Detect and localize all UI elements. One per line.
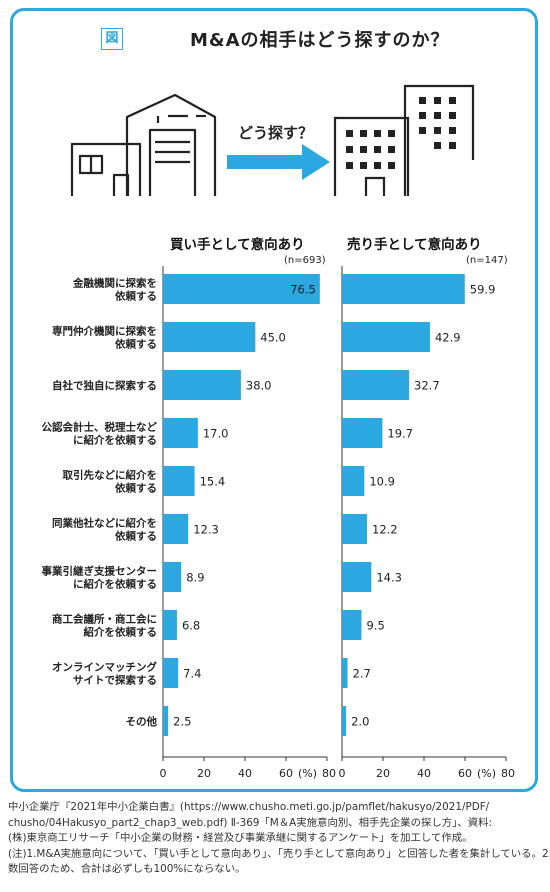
bar-value-label: 2.7 — [353, 667, 371, 681]
bar — [342, 274, 465, 304]
bar — [163, 610, 177, 640]
bar — [163, 322, 256, 352]
figure-frame — [10, 8, 538, 792]
x-tick-label: 60 — [458, 767, 472, 780]
category-label: その他 — [126, 715, 158, 728]
x-tick-label: (%) — [298, 767, 317, 780]
x-tick-label: 20 — [376, 767, 390, 780]
x-tick-label: 0 — [339, 767, 346, 780]
bar — [163, 370, 241, 400]
category-label: 事業引継ぎ支援センターに紹介を依頼する — [42, 565, 158, 591]
source-line: 数回答のため、合計は必ずしも100%にならない。 — [8, 863, 246, 875]
buyer-buildings-icon — [70, 93, 217, 196]
bar-value-label: 2.5 — [173, 715, 191, 729]
x-tick-label: 20 — [197, 767, 211, 780]
bar — [342, 706, 347, 736]
bar-value-label: 42.9 — [435, 331, 461, 345]
figure-tag: 図 — [101, 28, 123, 50]
x-tick-label: 80 — [501, 767, 515, 780]
source-line: (注)1.M&A実施意向について、「買い手として意向あり」、「売り手として意向あ… — [8, 847, 550, 860]
bar — [342, 322, 430, 352]
source-line: 中小企業庁『2021年中小企業白書』(https://www.chusho.me… — [8, 801, 490, 813]
bar-value-label: 9.5 — [366, 619, 384, 633]
bar-value-label: 7.4 — [183, 667, 201, 681]
illustration: どう探す？ — [70, 84, 475, 196]
bar-value-label: 14.3 — [376, 571, 402, 585]
bar — [163, 706, 169, 736]
bar-value-label: 19.7 — [387, 427, 413, 441]
bar — [342, 466, 365, 496]
x-tick-label: 60 — [279, 767, 293, 780]
bar — [342, 658, 348, 688]
bar-value-label: 10.9 — [369, 475, 395, 489]
buyer-chart-title: 買い手として意向あり — [170, 237, 305, 253]
bar-value-label: 17.0 — [203, 427, 229, 441]
bar-value-label: 8.9 — [186, 571, 204, 585]
source-line: chusho/04Hakusyo_part2_chap3_web.pdf) Ⅱ-… — [8, 816, 492, 829]
bar — [163, 466, 195, 496]
category-label: 自社で独自に探索する — [52, 379, 157, 392]
source-line: (株)東京商工リサーチ「中小企業の財務・経営及び事業承継に関するアンケート」を加… — [8, 832, 473, 844]
bar-value-label: 45.0 — [260, 331, 286, 345]
bar-value-label: 15.4 — [200, 475, 226, 489]
bar — [342, 418, 383, 448]
bar — [163, 274, 320, 304]
arrow-label: どう探す？ — [238, 124, 313, 142]
bar — [163, 658, 179, 688]
bar-value-label: 6.8 — [182, 619, 200, 633]
x-tick-label: (%) — [477, 767, 496, 780]
bar — [342, 370, 410, 400]
buyer-sample-size: (n=693) — [284, 255, 326, 266]
category-label: 金融機関に探索を依頼する — [72, 277, 157, 303]
search-arrow-icon — [227, 144, 330, 180]
x-tick-label: 0 — [160, 767, 167, 780]
bar — [163, 562, 182, 592]
bar — [163, 514, 189, 544]
x-tick-label: 80 — [322, 767, 336, 780]
bar-value-label: 32.7 — [414, 379, 440, 393]
category-label: 専門仲介機関に探索を依頼する — [52, 325, 157, 351]
bar-charts: 金融機関に探索を依頼する専門仲介機関に探索を依頼する自社で独自に探索する公認会計… — [42, 266, 515, 780]
bar-value-label: 76.5 — [290, 283, 316, 297]
bar — [342, 562, 372, 592]
bar-value-label: 12.2 — [372, 523, 398, 537]
category-label: 公認会計士、税理士などに紹介を依頼する — [42, 421, 158, 447]
x-tick-label: 40 — [238, 767, 252, 780]
x-tick-label: 40 — [417, 767, 431, 780]
bar-value-label: 2.0 — [351, 715, 369, 729]
bar — [342, 610, 362, 640]
bar-value-label: 38.0 — [246, 379, 272, 393]
seller-buildings-icon — [333, 84, 475, 196]
figure-title: M&Aの相手はどう探すのか？ — [190, 30, 450, 51]
bar-value-label: 59.9 — [470, 283, 496, 297]
bar-value-label: 12.3 — [193, 523, 219, 537]
bar — [163, 418, 198, 448]
window-grid — [346, 97, 456, 169]
category-label: 同業他社などに紹介を依頼する — [52, 517, 157, 543]
seller-sample-size: (n=147) — [466, 255, 508, 266]
source-note: 中小企業庁『2021年中小企業白書』(https://www.chusho.me… — [8, 800, 550, 878]
seller-chart-title: 売り手として意向あり — [347, 237, 482, 253]
bar — [342, 514, 368, 544]
category-label: オンラインマッチングサイトで探索する — [52, 661, 157, 687]
category-label: 商工会議所・商工会に紹介を依頼する — [52, 613, 157, 639]
category-label: 取引先などに紹介を依頼する — [63, 469, 158, 495]
